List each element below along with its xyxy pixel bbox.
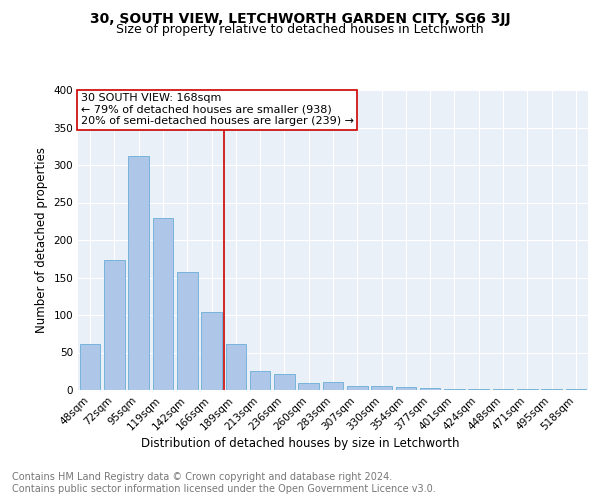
Bar [152, 218, 173, 390]
Bar [226, 344, 246, 390]
Text: Distribution of detached houses by size in Letchworth: Distribution of detached houses by size … [141, 438, 459, 450]
Bar [493, 389, 514, 390]
Bar [250, 370, 271, 390]
Bar [347, 386, 368, 390]
Bar [128, 156, 149, 390]
Y-axis label: Number of detached properties: Number of detached properties [35, 147, 48, 333]
Text: 30 SOUTH VIEW: 168sqm
← 79% of detached houses are smaller (938)
20% of semi-det: 30 SOUTH VIEW: 168sqm ← 79% of detached … [80, 93, 353, 126]
Bar [177, 272, 197, 390]
Bar [517, 388, 538, 390]
Bar [420, 388, 440, 390]
Bar [395, 387, 416, 390]
Bar [371, 386, 392, 390]
Bar [298, 383, 319, 390]
Bar [104, 260, 125, 390]
Text: Contains HM Land Registry data © Crown copyright and database right 2024.
Contai: Contains HM Land Registry data © Crown c… [12, 472, 436, 494]
Bar [201, 312, 222, 390]
Bar [541, 389, 562, 390]
Bar [469, 388, 489, 390]
Bar [80, 344, 100, 390]
Text: 30, SOUTH VIEW, LETCHWORTH GARDEN CITY, SG6 3JJ: 30, SOUTH VIEW, LETCHWORTH GARDEN CITY, … [89, 12, 511, 26]
Bar [323, 382, 343, 390]
Bar [566, 388, 586, 390]
Bar [444, 388, 465, 390]
Bar [274, 374, 295, 390]
Text: Size of property relative to detached houses in Letchworth: Size of property relative to detached ho… [116, 22, 484, 36]
